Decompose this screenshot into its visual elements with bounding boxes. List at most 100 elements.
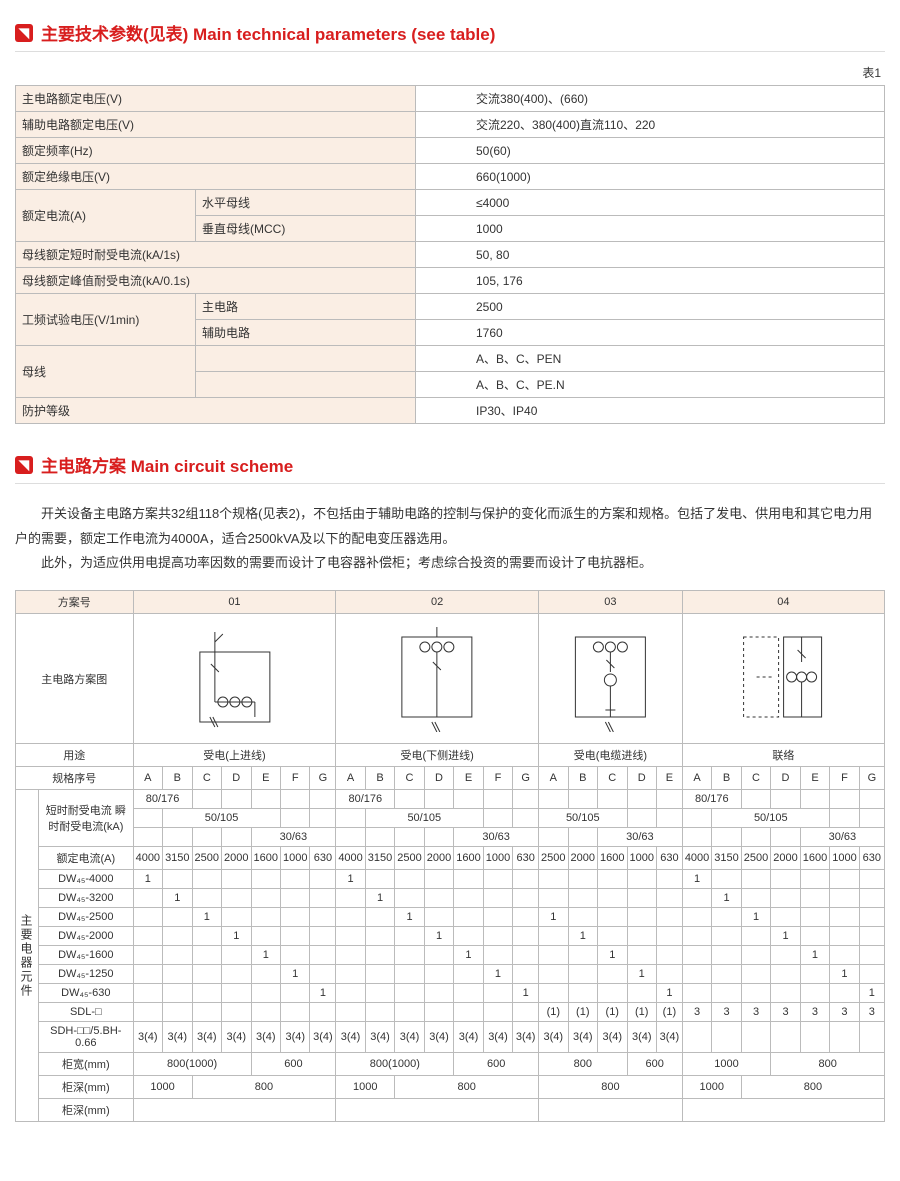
short-val: 80/176 [336,790,395,809]
component-val: 3(4) [222,1022,251,1053]
empty [568,790,597,809]
dim-val: 1000 [682,1076,741,1099]
empty [771,790,800,809]
dim-val: 800(1000) [133,1053,251,1076]
rated-current-val: 4000 [133,847,162,870]
component-val [483,889,512,908]
component-val: 1 [627,965,656,984]
param-value: A、B、C、PEN [416,346,885,372]
spec-letter: A [682,767,711,790]
empty [682,809,711,828]
component-val [859,1022,884,1053]
circuit-diagram [136,622,334,732]
component-val [424,908,453,927]
rated-current-val: 3150 [712,847,741,870]
component-val [800,927,829,946]
empty [454,790,483,809]
short-val: 50/105 [712,809,830,828]
component-val [656,870,682,889]
param-sublabel: 垂直母线(MCC) [196,216,416,242]
component-val [192,870,221,889]
param-sublabel [196,346,416,372]
param-value: 2500 [416,294,885,320]
dim-val: 600 [251,1053,336,1076]
param-value: 交流220、380(400)直流110、220 [416,112,885,138]
component-val [424,870,453,889]
usage-label: 用途 [16,744,134,767]
component-val [454,927,483,946]
param-label: 母线额定短时耐受电流(kA/1s) [16,242,416,268]
component-val [800,965,829,984]
empty [163,828,192,847]
component-val [483,908,512,927]
component-val [133,889,162,908]
param-value: A、B、C、PE.N [416,372,885,398]
dim-val: 600 [627,1053,682,1076]
component-val: 1 [830,965,859,984]
spec-letter: D [771,767,800,790]
component-val [741,870,770,889]
component-val: 3(4) [454,1022,483,1053]
side-label: 主要电器元件 [16,790,39,1122]
rated-current-val: 4000 [336,847,365,870]
component-val [222,889,251,908]
empty [222,790,251,809]
empty [336,828,365,847]
param-value: 660(1000) [416,164,885,190]
component-val: 1 [336,870,365,889]
component-val [395,1003,424,1022]
dim-val: 800 [741,1076,884,1099]
component-val: (1) [598,1003,627,1022]
rated-current-val: 2500 [741,847,770,870]
rated-current-val: 1000 [483,847,512,870]
empty [741,790,770,809]
component-val [539,984,568,1003]
section2-icon: ◥ [15,456,33,474]
rated-current-val: 2500 [539,847,568,870]
spec-letter: A [336,767,365,790]
component-val [395,965,424,984]
component-val [310,908,336,927]
spec-label: 规格序号 [16,767,134,790]
component-val [336,965,365,984]
component-val: 3(4) [656,1022,682,1053]
component-val [682,889,711,908]
component-val [568,870,597,889]
rated-current-val: 3150 [163,847,192,870]
component-val [627,946,656,965]
component-val: 3(4) [281,1022,310,1053]
dim-label: 柜深(mm) [39,1099,134,1122]
param-value: 1760 [416,320,885,346]
component-val [133,908,162,927]
component-val [656,946,682,965]
short-val: 30/63 [800,828,884,847]
component-name: SDL-□ [39,1003,134,1022]
empty [133,809,162,828]
component-name: DW₄₅-1600 [39,946,134,965]
component-val: 1 [598,946,627,965]
empty [598,790,627,809]
component-val [682,984,711,1003]
component-val: 3(4) [598,1022,627,1053]
component-val [251,965,280,984]
component-val: 1 [741,908,770,927]
component-val [365,908,394,927]
component-val [598,889,627,908]
section1-icon: ◥ [15,24,33,42]
empty [281,809,310,828]
component-val [454,1003,483,1022]
rated-current-val: 1600 [454,847,483,870]
param-label: 母线 [16,346,196,398]
component-val: 1 [251,946,280,965]
component-val [741,927,770,946]
component-val [336,889,365,908]
spec-letter: C [598,767,627,790]
component-val [424,1003,453,1022]
component-val [251,908,280,927]
short-val: 50/105 [365,809,483,828]
component-val [454,965,483,984]
component-val [830,927,859,946]
component-val [310,946,336,965]
component-val [598,927,627,946]
spec-letter: A [133,767,162,790]
